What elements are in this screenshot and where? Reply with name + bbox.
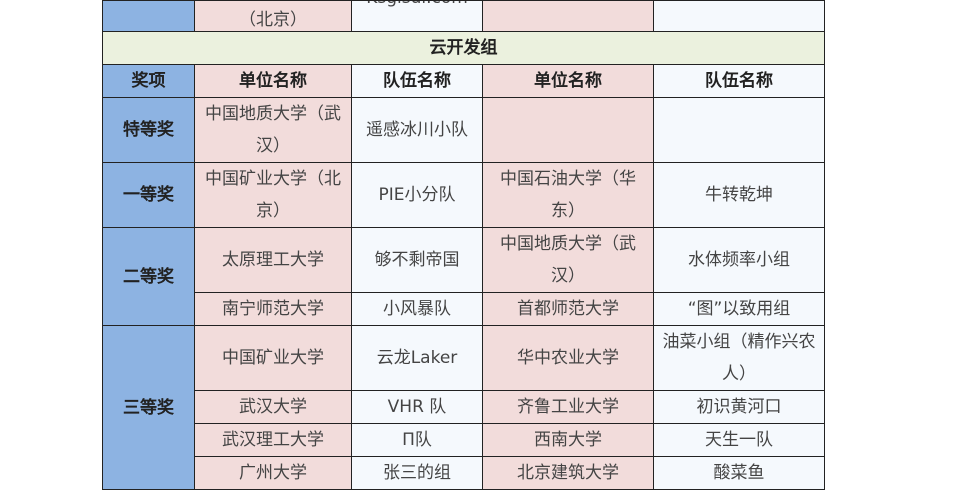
team-cell: 云龙Laker xyxy=(351,325,483,391)
unit-cell: 中国地质大学（武汉） xyxy=(194,97,352,163)
header-team: 队伍名称 xyxy=(351,64,483,98)
unit-cell xyxy=(482,97,654,163)
team-cell: 小风暴队 xyxy=(351,292,483,326)
unit-cell: 南宁师范大学 xyxy=(194,292,352,326)
team-cell: 酸菜鱼 xyxy=(653,456,825,490)
team-cell: 够不剩帝国 xyxy=(351,227,483,293)
unit-cell: 齐鲁工业大学 xyxy=(482,390,654,424)
team-cell: PIE小分队 xyxy=(351,162,483,228)
unit-cell: 广州大学 xyxy=(194,456,352,490)
team-cell: 初识黄河口 xyxy=(653,390,825,424)
award-second: 二等奖 xyxy=(102,227,195,326)
award-first: 一等奖 xyxy=(102,162,195,228)
table-row: 武汉大学 VHR 队 齐鲁工业大学 初识黄河口 xyxy=(103,390,825,424)
unit-cell: 西南大学 xyxy=(482,423,654,457)
unit-cell: 中国矿业大学（北京） xyxy=(194,162,352,228)
unit-cell: 北京建筑大学 xyxy=(482,456,654,490)
table-row: 三等奖 中国矿业大学 云龙Laker 华中农业大学 油菜小组（精作兴农人） xyxy=(102,325,825,490)
table-row: （北京） Ksgisui.com xyxy=(102,0,825,32)
unit-cell: 华中农业大学 xyxy=(482,325,654,391)
award-table: （北京） Ksgisui.com 云开发组 奖项 单位名称 队伍名称 单位名称 … xyxy=(102,0,825,490)
table-row: 武汉理工大学 П队 西南大学 天生一队 xyxy=(103,423,825,457)
award-cell xyxy=(102,0,195,32)
header-award: 奖项 xyxy=(102,64,195,98)
team-cell xyxy=(653,0,825,32)
award-third: 三等奖 xyxy=(102,325,195,490)
header-unit: 单位名称 xyxy=(194,64,352,98)
team-cell: П队 xyxy=(351,423,483,457)
header-row: 奖项 单位名称 队伍名称 单位名称 队伍名称 xyxy=(102,64,825,98)
team-cell: 天生一队 xyxy=(653,423,825,457)
unit-cell: 中国矿业大学 xyxy=(194,325,352,391)
team-cell: “图”以致用组 xyxy=(653,292,825,326)
unit-cell: （北京） xyxy=(194,0,352,32)
table-row: 特等奖 中国地质大学（武汉） 遥感冰川小队 xyxy=(102,97,825,163)
team-cell: Ksgisui.com xyxy=(351,0,483,32)
table-row: 南宁师范大学 小风暴队 首都师范大学 “图”以致用组 xyxy=(103,292,825,326)
unit-cell: 中国石油大学（华东） xyxy=(482,162,654,228)
team-cell: 油菜小组（精作兴农人） xyxy=(653,325,825,391)
header-team: 队伍名称 xyxy=(653,64,825,98)
unit-cell: 太原理工大学 xyxy=(194,227,352,293)
table-row: 二等奖 太原理工大学 够不剩帝国 中国地质大学（武汉） 水体频率小组 xyxy=(102,227,825,326)
team-cell: VHR 队 xyxy=(351,390,483,424)
team-cell: 牛转乾坤 xyxy=(653,162,825,228)
team-cell: 遥感冰川小队 xyxy=(351,97,483,163)
team-cell xyxy=(653,97,825,163)
header-unit: 单位名称 xyxy=(482,64,654,98)
table-row: 广州大学 张三的组 北京建筑大学 酸菜鱼 xyxy=(103,456,825,490)
unit-cell: 武汉大学 xyxy=(194,390,352,424)
unit-cell: 武汉理工大学 xyxy=(194,423,352,457)
team-cell: 水体频率小组 xyxy=(653,227,825,293)
section-title: 云开发组 xyxy=(102,31,825,65)
team-text: Ksgisui.com xyxy=(358,2,476,10)
unit-cell xyxy=(482,0,654,32)
unit-cell: 中国地质大学（武汉） xyxy=(482,227,654,293)
award-special: 特等奖 xyxy=(102,97,195,163)
unit-cell: 首都师范大学 xyxy=(482,292,654,326)
table-row: 一等奖 中国矿业大学（北京） PIE小分队 中国石油大学（华东） 牛转乾坤 xyxy=(102,162,825,228)
team-cell: 张三的组 xyxy=(351,456,483,490)
